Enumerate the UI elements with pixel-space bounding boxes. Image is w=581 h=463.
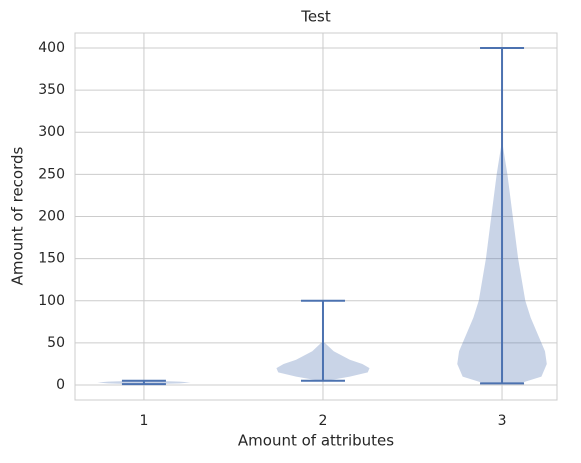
y-tick-label: 200 [38,209,65,225]
y-tick-label: 250 [38,166,65,182]
chart-title: Test [300,8,331,26]
x-tick-label: 3 [498,413,507,429]
x-tick-label: 2 [319,413,328,429]
y-tick-label: 300 [38,124,65,140]
y-tick-label: 350 [38,82,65,98]
y-tick-label: 50 [47,335,65,351]
x-axis-label: Amount of attributes [238,432,394,450]
y-tick-label: 0 [56,377,65,393]
y-tick-label: 100 [38,293,65,309]
x-tick-label: 1 [139,413,148,429]
y-tick-label: 150 [38,251,65,267]
plot-frame [74,32,558,401]
y-tick-label: 400 [38,40,65,56]
y-axis-label: Amount of records [9,146,27,285]
